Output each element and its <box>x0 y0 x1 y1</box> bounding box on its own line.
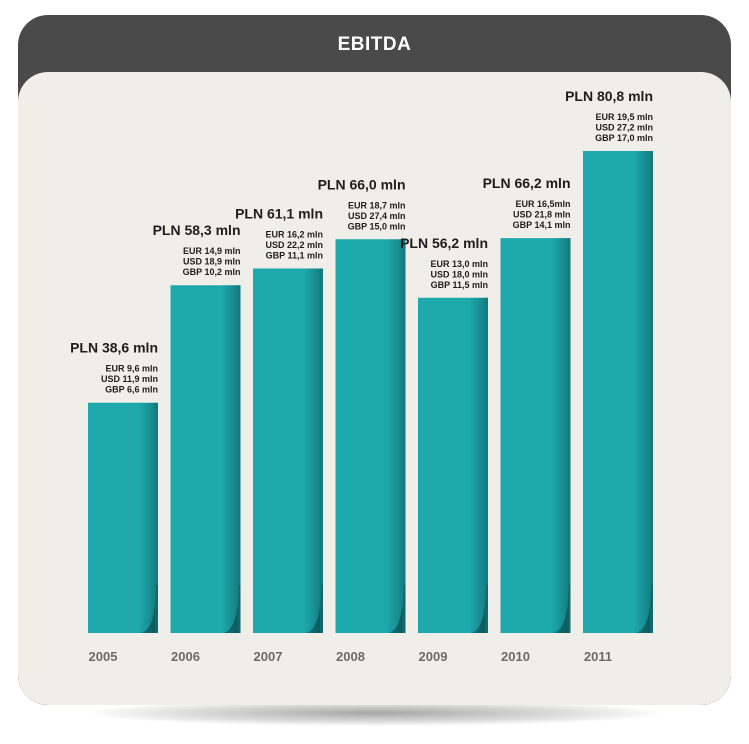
currency-label-2010-0: EUR 16,5mln <box>515 199 570 209</box>
currency-label-2009-2: GBP 11,5 mln <box>431 280 488 290</box>
bar-edge-2009 <box>485 297 488 633</box>
value-label-2005: PLN 38,6 mln <box>70 340 158 356</box>
bar-edge-2010 <box>567 238 571 633</box>
bar-edge-2006 <box>237 285 241 633</box>
currency-label-2011-1: USD 27,2 mln <box>595 123 653 133</box>
currency-label-2007-1: USD 22,2 mln <box>265 240 323 250</box>
bar-curl-2005 <box>140 585 158 633</box>
x-tick-2009: 2009 <box>419 649 448 664</box>
value-label-2010: PLN 66,2 mln <box>483 175 571 191</box>
currency-label-2007-2: GBP 11,1 mln <box>266 251 323 261</box>
bar-2006 <box>170 285 241 633</box>
currency-label-2011-2: GBP 17,0 mln <box>595 133 653 143</box>
currency-label-2007-0: EUR 16,2 mln <box>265 230 323 240</box>
bar-curl-2006 <box>222 585 241 633</box>
value-label-2011: PLN 80,8 mln <box>565 88 653 104</box>
bar-curl-2008 <box>387 585 406 633</box>
currency-label-2008-2: GBP 15,0 mln <box>348 221 406 231</box>
currency-label-2011-0: EUR 19,5 mln <box>595 112 653 122</box>
x-tick-2010: 2010 <box>501 649 530 664</box>
value-label-2008: PLN 66,0 mln <box>318 176 406 192</box>
bar-2010 <box>500 238 571 633</box>
currency-label-2006-0: EUR 14,9 mln <box>183 246 241 256</box>
bar-edge-2011 <box>650 151 653 633</box>
currency-label-2005-2: GBP 6,6 mln <box>105 385 158 395</box>
bar-edge-2007 <box>320 268 323 633</box>
x-tick-2005: 2005 <box>89 649 118 664</box>
currency-label-2006-2: GBP 10,2 mln <box>183 267 241 277</box>
bar-2008 <box>335 239 406 634</box>
currency-label-2009-0: EUR 13,0 mln <box>430 259 488 269</box>
bar-2009 <box>418 297 488 633</box>
bar-curl-2010 <box>552 585 571 633</box>
x-tick-2007: 2007 <box>254 649 283 664</box>
x-tick-2011: 2011 <box>584 649 612 664</box>
bar-edge-2008 <box>402 239 406 634</box>
bar-2005 <box>88 402 158 633</box>
value-label-2009: PLN 56,2 mln <box>400 235 488 251</box>
currency-label-2006-1: USD 18,9 mln <box>183 257 241 267</box>
value-label-2006: PLN 58,3 mln <box>153 222 241 238</box>
bar-curl-2007 <box>305 585 323 633</box>
x-tick-2006: 2006 <box>171 649 200 664</box>
chart-title: EBITDA <box>337 34 412 55</box>
currency-label-2008-1: USD 27,4 mln <box>348 211 406 221</box>
currency-label-2010-1: USD 21,8 mln <box>513 210 571 220</box>
value-label-2007: PLN 61,1 mln <box>235 206 323 222</box>
currency-label-2005-1: USD 11,9 mln <box>101 374 158 384</box>
x-tick-2008: 2008 <box>336 649 365 664</box>
bar-edge-2005 <box>155 402 158 633</box>
bar-curl-2011 <box>635 585 653 633</box>
currency-label-2009-1: USD 18,0 mln <box>430 269 488 279</box>
currency-label-2010-2: GBP 14,1 mln <box>513 220 571 230</box>
currency-label-2008-0: EUR 18,7 mln <box>348 200 406 210</box>
bar-2007 <box>253 268 323 633</box>
bar-curl-2009 <box>470 585 488 633</box>
currency-label-2005-0: EUR 9,6 mln <box>105 364 158 374</box>
bar-2011 <box>583 151 653 633</box>
